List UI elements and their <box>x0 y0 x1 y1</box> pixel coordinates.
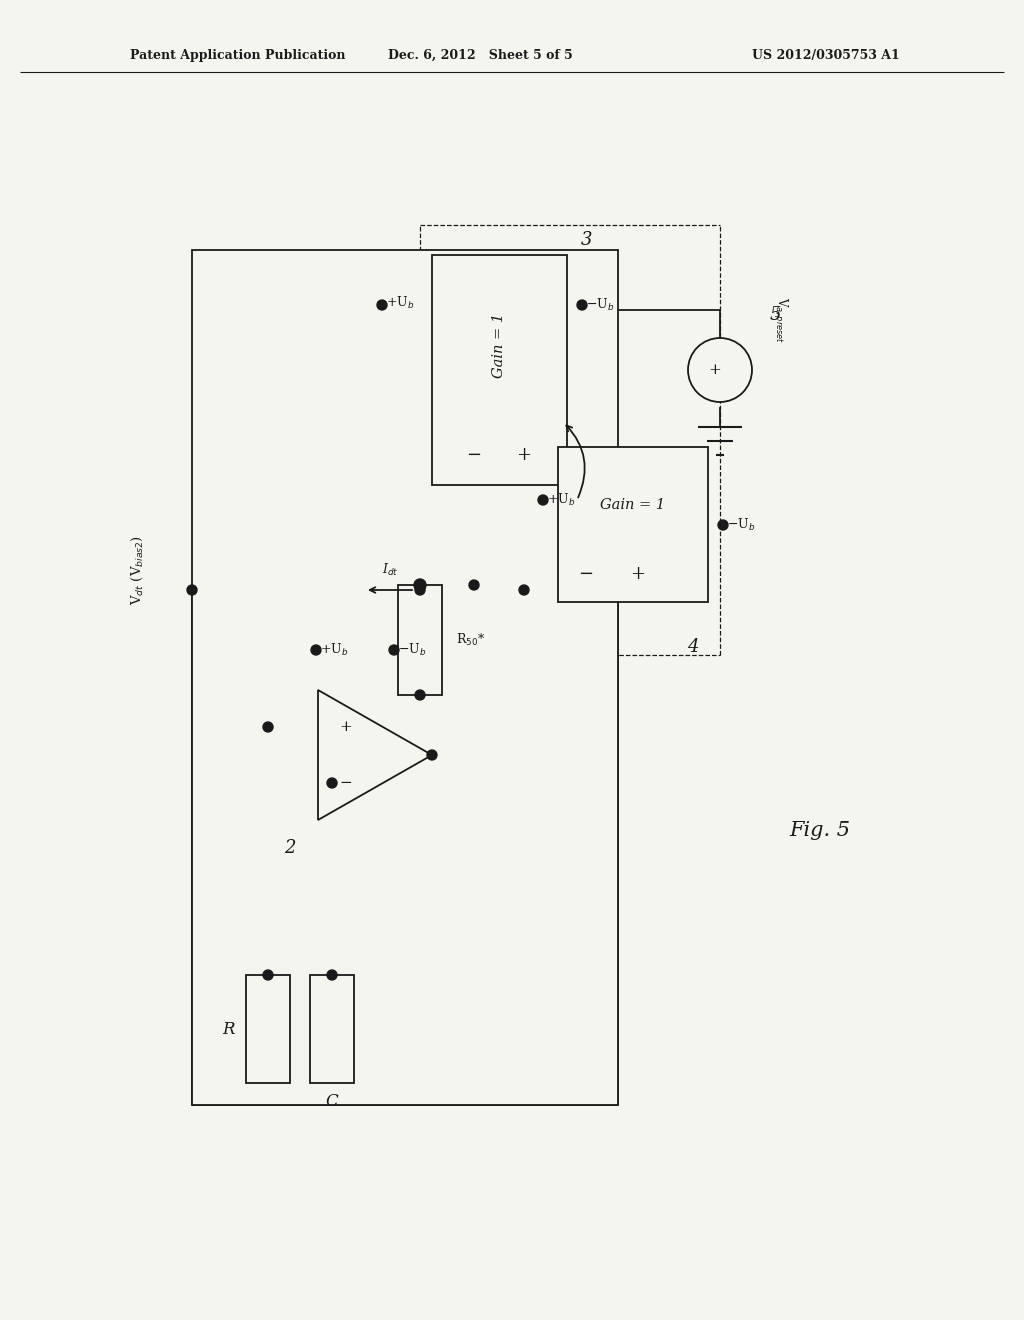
Text: +U$_b$: +U$_b$ <box>547 492 575 508</box>
Text: −: − <box>579 565 594 583</box>
Text: −: − <box>340 776 352 789</box>
Circle shape <box>327 970 337 979</box>
Text: +: + <box>340 719 352 734</box>
Text: 4: 4 <box>687 638 698 656</box>
Text: R$_{50}$*: R$_{50}$* <box>456 632 485 648</box>
Circle shape <box>311 645 321 655</box>
Circle shape <box>327 777 337 788</box>
Text: +: + <box>631 565 645 583</box>
Text: US 2012/0305753 A1: US 2012/0305753 A1 <box>753 49 900 62</box>
Text: $-$U$_b$: $-$U$_b$ <box>398 642 426 659</box>
Text: Gain = 1: Gain = 1 <box>492 313 506 378</box>
Circle shape <box>187 585 197 595</box>
Circle shape <box>415 690 425 700</box>
Bar <box>310 975 354 1082</box>
Circle shape <box>263 722 273 733</box>
Bar <box>432 255 567 484</box>
Text: Fig. 5: Fig. 5 <box>790 821 851 840</box>
Circle shape <box>469 579 479 590</box>
Circle shape <box>427 750 437 760</box>
Text: 2: 2 <box>285 840 296 857</box>
Circle shape <box>389 645 399 655</box>
Circle shape <box>688 338 752 403</box>
Text: −: − <box>467 446 481 465</box>
Text: +: + <box>709 363 721 378</box>
Circle shape <box>519 585 529 595</box>
Text: I$_{dt}$: I$_{dt}$ <box>382 562 398 578</box>
Circle shape <box>538 495 548 506</box>
Text: +U$_b$: +U$_b$ <box>386 294 415 312</box>
Text: +U$_b$: +U$_b$ <box>319 642 348 659</box>
Text: V$_{a, preset}$: V$_{a, preset}$ <box>771 297 790 343</box>
Bar <box>246 975 290 1082</box>
Circle shape <box>718 520 728 531</box>
Polygon shape <box>318 690 432 820</box>
Text: +: + <box>516 446 531 465</box>
Text: C: C <box>326 1093 338 1110</box>
Text: 5: 5 <box>769 306 780 323</box>
Circle shape <box>414 579 426 591</box>
Circle shape <box>377 300 387 310</box>
Bar <box>193 249 618 1105</box>
Text: Gain = 1: Gain = 1 <box>600 498 666 512</box>
Circle shape <box>415 585 425 595</box>
Bar <box>398 585 442 696</box>
Text: $-$U$_b$: $-$U$_b$ <box>586 297 614 313</box>
Text: Dec. 6, 2012   Sheet 5 of 5: Dec. 6, 2012 Sheet 5 of 5 <box>388 49 572 62</box>
Text: Patent Application Publication: Patent Application Publication <box>130 49 345 62</box>
Circle shape <box>577 300 587 310</box>
Text: R: R <box>222 1020 234 1038</box>
Text: 3: 3 <box>582 231 593 249</box>
Circle shape <box>263 970 273 979</box>
Text: $-$U$_b$: $-$U$_b$ <box>727 517 756 533</box>
Text: V$_{dt}$ (V$_{bias2}$): V$_{dt}$ (V$_{bias2}$) <box>129 535 144 605</box>
Bar <box>558 447 708 602</box>
